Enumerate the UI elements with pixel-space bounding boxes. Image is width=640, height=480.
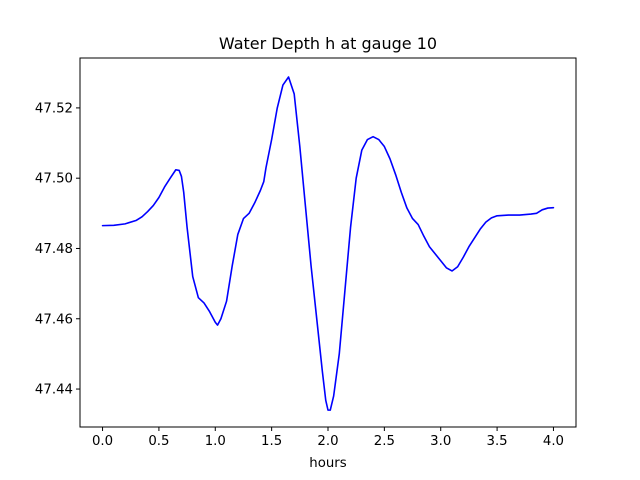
x-tick-label: 3.5 bbox=[487, 434, 508, 449]
y-tick-label: 47.46 bbox=[35, 312, 73, 327]
x-axis: 0.0 0.5 1.0 1.5 2.0 2.5 3.0 3.5 4.0 bbox=[92, 427, 564, 449]
series-line bbox=[101, 76, 555, 411]
chart-title: Water Depth h at gauge 10 bbox=[219, 34, 437, 53]
x-tick-label: 2.0 bbox=[317, 434, 338, 449]
x-tick-label: 0.0 bbox=[92, 434, 113, 449]
x-tick-label: 2.5 bbox=[374, 434, 395, 449]
y-tick-label: 47.48 bbox=[35, 242, 73, 257]
x-axis-label: hours bbox=[309, 456, 346, 471]
x-tick-label: 1.0 bbox=[205, 434, 226, 449]
y-axis: 47.44 47.46 47.48 47.50 47.52 bbox=[35, 101, 80, 398]
x-tick-label: 0.5 bbox=[148, 434, 169, 449]
y-tick-label: 47.50 bbox=[35, 172, 73, 187]
x-tick-label: 4.0 bbox=[543, 434, 564, 449]
x-tick-label: 1.5 bbox=[261, 434, 282, 449]
y-tick-label: 47.52 bbox=[35, 101, 73, 116]
x-tick-label: 3.0 bbox=[430, 434, 451, 449]
y-tick-label: 47.44 bbox=[35, 383, 73, 398]
series-layer bbox=[101, 76, 555, 411]
